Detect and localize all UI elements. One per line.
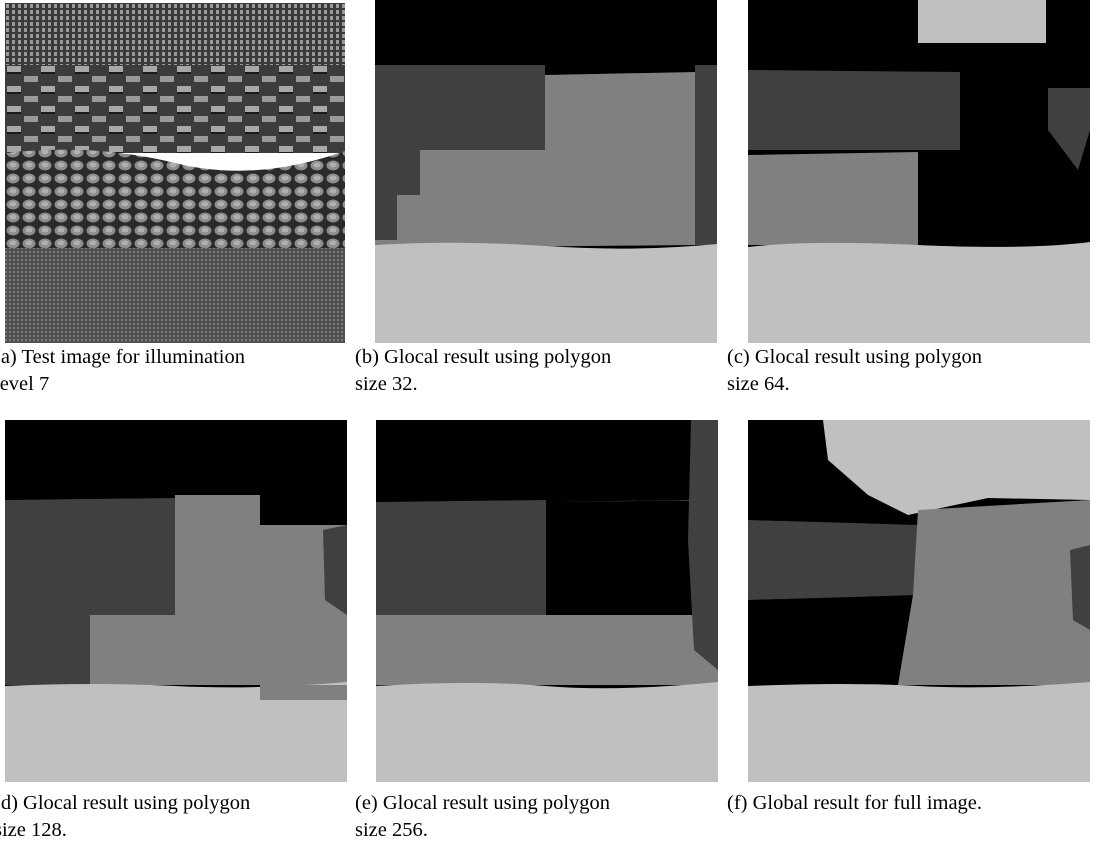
caption-line: size 128. [0, 817, 250, 844]
segmentation-b [375, 0, 717, 343]
caption-line: (c) Glocal result using polygon [727, 344, 982, 371]
segmentation-c [748, 0, 1090, 343]
caption-line: (e) Glocal result using polygon [355, 790, 610, 817]
caption-line: size 32. [355, 371, 611, 398]
caption: (f) Global result for full image. [727, 790, 982, 817]
segmentation-d [5, 420, 347, 782]
test-image [5, 3, 345, 343]
caption-line: size 64. [727, 371, 982, 398]
segmentation-e [376, 420, 718, 782]
segmentation-f [748, 420, 1090, 782]
page: (a) Test image for illuminationlevel 7 (… [0, 0, 1105, 859]
caption-line: size 256. [355, 817, 610, 844]
caption-line: (d) Glocal result using polygon [0, 790, 250, 817]
caption-line: (b) Glocal result using polygon [355, 344, 611, 371]
caption: (a) Test image for illuminationlevel 7 [0, 344, 245, 398]
caption-line: (a) Test image for illumination [0, 344, 245, 371]
caption-line: level 7 [0, 371, 245, 398]
caption-line: (f) Global result for full image. [727, 790, 982, 817]
